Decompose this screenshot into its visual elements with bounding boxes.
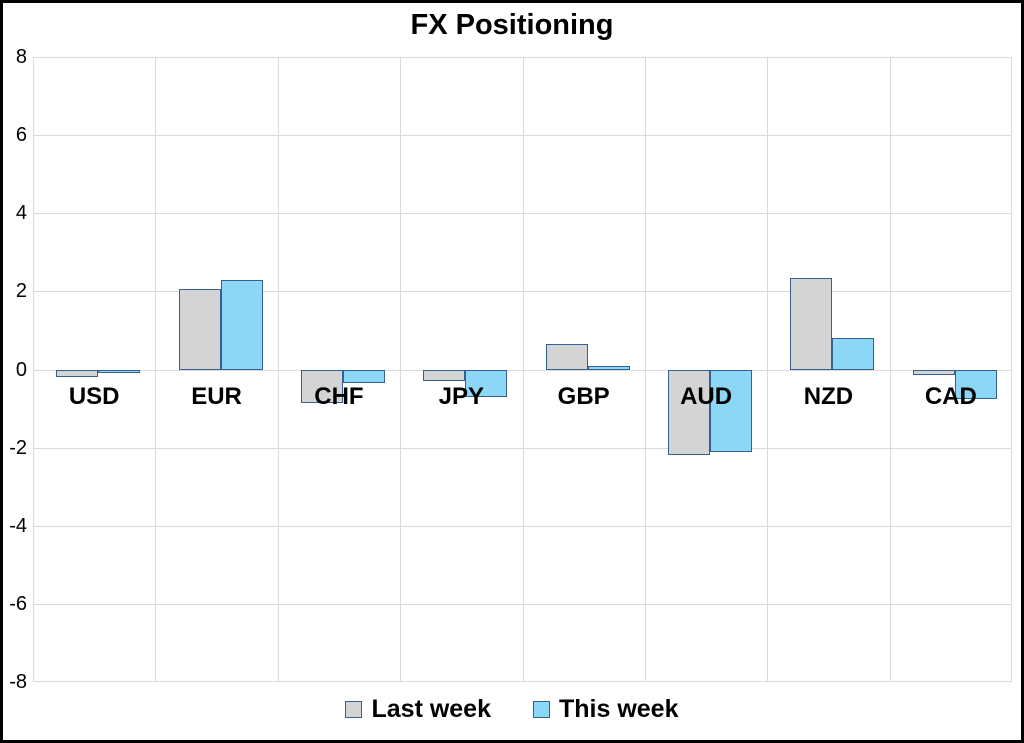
legend-marker-icon (533, 701, 550, 718)
bar-last-week-nzd (790, 277, 833, 370)
y-tick-label: -8 (9, 671, 27, 693)
v-gridline (522, 57, 524, 682)
bar-this-week-nzd (832, 338, 875, 370)
y-tick-label: 6 (15, 124, 27, 147)
legend-item-this-week: This week (533, 695, 679, 724)
bar-this-week-gbp (587, 365, 630, 370)
bar-last-week-usd (56, 369, 99, 378)
category-label-aud: AUD (680, 382, 733, 410)
bar-last-week-gbp (545, 344, 588, 370)
bar-last-week-eur (178, 289, 221, 370)
legend-label: This week (559, 695, 679, 723)
y-tick-label: 0 (15, 358, 27, 381)
legend-marker-icon (345, 701, 363, 718)
category-label-gbp: GBP (557, 382, 610, 410)
y-tick-label: 4 (15, 202, 27, 225)
category-label-usd: USD (68, 382, 120, 410)
y-tick-label: -4 (9, 514, 27, 537)
bar-last-week-aud (668, 369, 711, 456)
v-gridline (155, 57, 157, 682)
category-label-cad: CAD (924, 382, 977, 410)
bar-last-week-chf (300, 369, 343, 403)
bar-last-week-cad (912, 369, 955, 376)
bar-this-week-cad (954, 369, 997, 399)
category-label-nzd: NZD (803, 382, 854, 410)
bar-this-week-eur (220, 279, 263, 370)
v-gridline (644, 57, 646, 682)
bar-this-week-aud (710, 369, 753, 452)
y-tick-label: -6 (9, 592, 27, 615)
y-axis: 8 6 4 2 0 -2 -4 -6 -8 (3, 47, 27, 692)
bar-last-week-jpy (423, 369, 466, 382)
legend-item-last-week: Last week (345, 695, 491, 724)
legend: Last week This week (3, 695, 1021, 724)
category-label-chf: CHF (314, 382, 364, 410)
v-gridline (1011, 57, 1012, 682)
chart-title: FX Positioning (410, 9, 614, 41)
bar-this-week-usd (98, 369, 141, 373)
bar-this-week-chf (342, 369, 385, 384)
v-gridline (767, 57, 769, 682)
plot-area: USD EUR CHF JPY GBP AUD NZD CAD (33, 57, 1012, 682)
legend-label: Last week (371, 695, 491, 723)
category-label-eur: EUR (191, 382, 242, 410)
v-gridline (277, 57, 279, 682)
category-label-jpy: JPY (438, 382, 484, 410)
y-tick-label: -2 (9, 436, 27, 459)
bar-this-week-jpy (465, 369, 508, 397)
y-tick-label: 8 (15, 46, 27, 68)
y-tick-label: 2 (15, 280, 27, 303)
v-gridline (33, 57, 34, 682)
v-gridline (400, 57, 402, 682)
v-gridline (889, 57, 891, 682)
